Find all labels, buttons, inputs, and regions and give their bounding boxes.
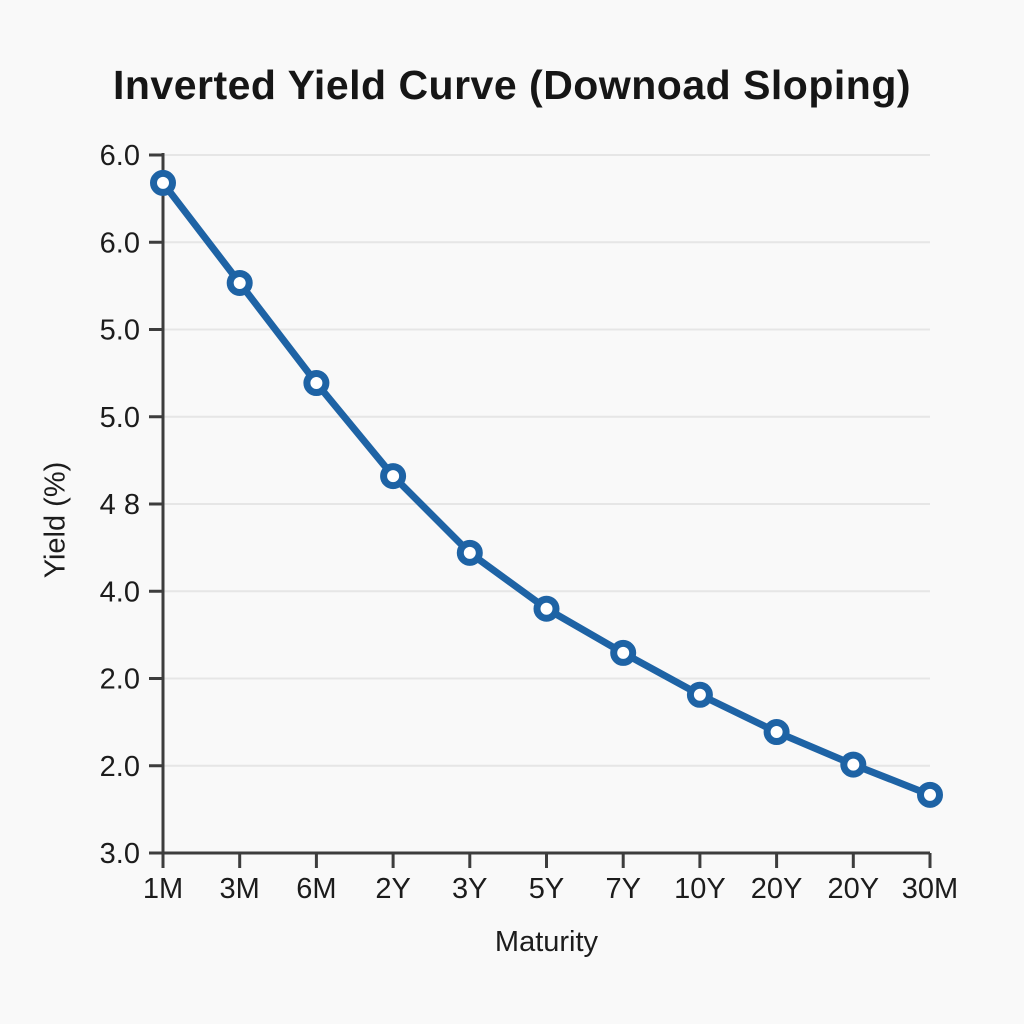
y-tick-label: 3.0 [100, 838, 140, 870]
x-tick-label: 3Y [452, 873, 487, 905]
y-tick-label: 4.0 [100, 576, 140, 608]
y-tick-label: 6.0 [100, 140, 140, 172]
x-tick-label: 20Y [751, 873, 803, 905]
data-point-marker [380, 463, 407, 490]
x-tick-label: 5Y [529, 873, 564, 905]
y-tick-label: 2.0 [100, 664, 140, 696]
yield-curve-line [159, 179, 934, 799]
x-tick-label: 7Y [605, 873, 640, 905]
data-point-marker [456, 539, 483, 566]
y-tick-label: 5.0 [100, 315, 140, 347]
x-tick-label: 6M [296, 873, 336, 905]
y-tick-label: 2.0 [100, 751, 140, 783]
y-tick-label: 5.0 [100, 402, 140, 434]
x-tick-label: 10Y [674, 873, 726, 905]
x-tick-label: 3M [220, 873, 260, 905]
data-point-marker [917, 781, 943, 808]
x-tick-label: 2Y [375, 873, 410, 905]
data-point-marker [150, 169, 176, 196]
data-point-marker [533, 595, 560, 622]
data-point-marker [226, 269, 253, 296]
data-point-marker [686, 681, 713, 708]
data-point-marker [303, 370, 330, 397]
y-tick-label: 6.0 [100, 227, 140, 259]
chart-title: Inverted Yield Curve (Downoad Sloping) [112, 62, 912, 108]
x-tick-label: 20Y [827, 873, 879, 905]
x-axis-title: Maturity [494, 926, 599, 958]
x-tick-label: 1M [143, 873, 183, 905]
y-tick-label: 4 8 [100, 489, 140, 521]
x-tick-label: 30M [902, 873, 958, 905]
data-point-marker [610, 639, 637, 666]
data-point-marker [763, 719, 790, 746]
data-point-marker [840, 751, 867, 778]
